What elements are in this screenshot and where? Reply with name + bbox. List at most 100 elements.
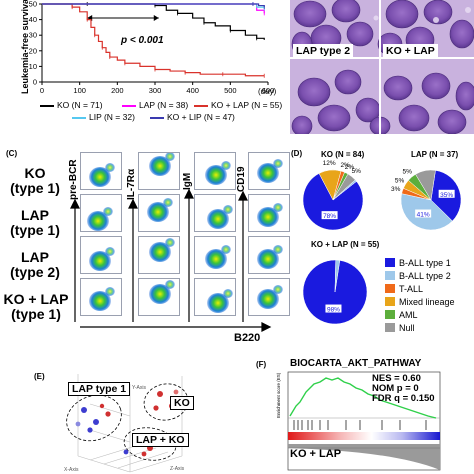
panel-f-letter: (F): [256, 360, 267, 369]
pie-1-label-bg-1: [415, 209, 432, 218]
pie-1-label-2: 3%: [391, 186, 401, 193]
x-tick-label: 0: [40, 86, 44, 95]
pie-1-label-3: 5%: [395, 177, 405, 184]
gsea-nom-p: NOM p = 0: [372, 383, 419, 394]
pie-0-label-bg-0: [321, 211, 338, 220]
pie-legend-item-1: B-ALL type 2: [385, 271, 451, 281]
flow-density-minor: [221, 245, 231, 254]
pie-2-slice-1: [334, 259, 341, 293]
flow-density-minor: [103, 206, 113, 216]
legend-ko-lap: KO + LAP (N = 55): [194, 100, 282, 110]
group-label-ko: KO: [170, 396, 194, 410]
flow-plot-r4-c4: [248, 278, 290, 316]
survival-series-1: [42, 3, 265, 14]
flow-density-minor: [273, 159, 283, 169]
panel-f: (F) BIOCARTA_AKT_PATHWAY Enrichment scor…: [250, 344, 474, 474]
group-label-lap-ko: LAP + KO: [132, 433, 189, 447]
legend-ko: KO (N = 71): [40, 100, 103, 110]
gsea-plot: [287, 371, 441, 471]
flow-density: [89, 250, 111, 271]
flow-plot-r2-c3: [194, 194, 236, 232]
panel-d-letter: (D): [291, 149, 303, 158]
pie-legend-label: B-ALL type 1: [399, 258, 451, 268]
panel-a: Leukemia-free survival 0 100 200 300 400 500 6…: [0, 0, 290, 142]
gsea-ylabel: Enrichment score (ES): [276, 372, 281, 418]
flow-density-minor: [223, 204, 233, 214]
pca-plot: [66, 374, 189, 473]
x-tick-label: 600: [262, 86, 275, 95]
flow-density: [149, 283, 171, 304]
flow-density: [149, 241, 171, 262]
flow-plot-r3-c3: [194, 236, 236, 274]
gsea-nes: NES = 0.60: [372, 373, 421, 384]
flow-plot-r4-c1: [80, 278, 122, 316]
pie-1-label-0: 35%: [440, 192, 453, 199]
legend-lip: LIP (N = 32): [72, 112, 135, 122]
x-unit-label: (day): [258, 87, 277, 96]
pie-1-label-bg-0: [438, 189, 455, 198]
gsea-title: BIOCARTA_AKT_PATHWAY: [290, 358, 422, 369]
x-tick-label: 200: [111, 86, 124, 95]
flow-density-minor: [163, 197, 173, 207]
legend-ko-lip: KO + LIP (N = 47): [150, 112, 235, 122]
panel-d: (D) KO (N = 84) LAP (N = 37) KO + LAP (N…: [285, 144, 474, 344]
histology-image: [290, 0, 474, 134]
pie-legend-item-0: B-ALL type 1: [385, 258, 451, 268]
pie-1-label-4: 5%: [403, 169, 413, 176]
pie-legend-swatch: [385, 271, 395, 280]
pie-charts: 78%12% 2%2%5%35%41%3%5%5%98%: [302, 160, 462, 325]
survival-chart: 0 100 200 300 400 500 600 0 10 20 30 40 50: [29, 0, 275, 95]
pie-2-label-bg-0: [325, 304, 342, 313]
y-tick-label: 0: [33, 78, 37, 87]
flow-density: [257, 249, 279, 269]
pie-2-label-0: 98%: [327, 307, 340, 314]
pie-legend-item-4: AML: [385, 310, 418, 320]
flow-density-minor: [105, 246, 115, 256]
flow-density: [207, 208, 229, 229]
row-label-lap-type1: LAP (type 1): [10, 207, 60, 238]
flow-plot-r4-c3: [194, 278, 236, 316]
flow-density: [257, 207, 279, 227]
flow-plot-r2-c2: [138, 194, 180, 232]
row-label-ko-lap-type1: KO + LAP (type 1): [3, 291, 69, 322]
pie-legend-label: B-ALL type 2: [399, 271, 451, 281]
pie-0-label-0: 78%: [323, 213, 336, 220]
panel-b-histology: LAP type 2 KO + LAP: [290, 0, 474, 134]
pie-0-label-2: 2%: [340, 162, 350, 169]
pie-legend-swatch: [385, 310, 395, 319]
pie-legend-swatch: [385, 297, 395, 306]
flow-density: [89, 291, 111, 311]
flow-plot-r3-c2: [138, 236, 180, 274]
flow-density: [149, 156, 171, 176]
pie-legend-label: AML: [399, 310, 418, 320]
flow-density-minor: [165, 153, 175, 161]
flow-density-minor: [105, 287, 115, 296]
flow-density-minor: [221, 161, 231, 170]
pie-title-lap: LAP (N = 37): [411, 150, 459, 159]
y-tick-label: 10: [29, 62, 37, 71]
flow-density: [89, 166, 111, 187]
flow-plot-r4-c2: [138, 278, 180, 316]
pie-0-slice-0: [302, 173, 364, 231]
flow-density-minor: [273, 245, 283, 254]
gsea-fdr: FDR q = 0.150: [372, 393, 435, 404]
axis-label-x: X-Axis: [64, 467, 79, 473]
legend-lap: LAP (N = 38): [122, 100, 188, 110]
pie-1-label-1: 41%: [417, 212, 430, 219]
flow-density: [87, 210, 109, 231]
panel-e-letter: (E): [34, 372, 45, 381]
x-tick-label: 300: [149, 86, 162, 95]
flow-density-minor: [105, 162, 115, 172]
flow-density: [207, 292, 229, 313]
pie-legend-item-2: T-ALL: [385, 284, 423, 294]
flow-axis-arrows: [70, 188, 272, 332]
flow-plot-r2-c4: [248, 194, 290, 232]
flow-density-minor: [165, 279, 175, 289]
p-value-annotation: p < 0.001: [121, 35, 164, 46]
flow-density-minor: [223, 288, 233, 298]
panel-e: (E) LAP type 1 KO: [0, 344, 250, 474]
pie-legend-label: T-ALL: [399, 284, 424, 294]
pie-legend-swatch: [385, 323, 395, 332]
flow-density-minor: [165, 237, 175, 247]
p-value-arrow-right: [153, 15, 159, 22]
